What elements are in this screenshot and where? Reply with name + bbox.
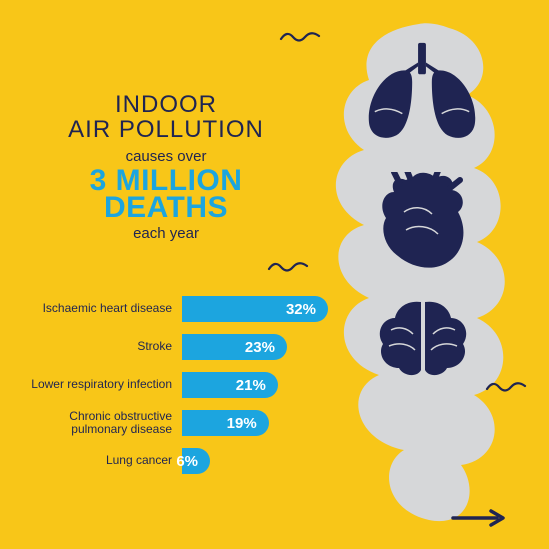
heart-icon bbox=[376, 172, 471, 272]
squiggle-icon bbox=[267, 260, 309, 272]
bar-wrap: 23% bbox=[182, 334, 334, 360]
lungs-icon bbox=[363, 42, 481, 142]
bar: 32% bbox=[182, 296, 328, 322]
chart-label: Stroke bbox=[24, 340, 182, 353]
bar: 6% bbox=[182, 448, 210, 474]
arrow-right-icon bbox=[451, 509, 507, 527]
bar: 19% bbox=[182, 410, 269, 436]
brain-icon bbox=[377, 300, 469, 378]
chart-label: Lower respiratory infection bbox=[24, 378, 182, 391]
big-number: 3 MILLION bbox=[46, 167, 286, 194]
title-line-2: AIR POLLUTION bbox=[46, 117, 286, 142]
chart-row: Stroke23% bbox=[24, 328, 334, 366]
chart-label: Ischaemic heart disease bbox=[24, 302, 182, 315]
tail-text: each year bbox=[46, 225, 286, 242]
bar-wrap: 19% bbox=[182, 410, 334, 436]
chart-row: Lung cancer6% bbox=[24, 442, 334, 480]
cause-bar-chart: Ischaemic heart disease32%Stroke23%Lower… bbox=[24, 290, 334, 480]
heading-block: INDOOR AIR POLLUTION causes over 3 MILLI… bbox=[46, 92, 286, 242]
chart-row: Chronic obstructive pulmonary disease19% bbox=[24, 404, 334, 442]
chart-label: Lung cancer bbox=[24, 454, 182, 467]
squiggle-icon bbox=[279, 30, 321, 42]
big-deaths: DEATHS bbox=[46, 194, 286, 221]
bar-wrap: 21% bbox=[182, 372, 334, 398]
bar-wrap: 32% bbox=[182, 296, 334, 322]
chart-row: Lower respiratory infection21% bbox=[24, 366, 334, 404]
chart-row: Ischaemic heart disease32% bbox=[24, 290, 334, 328]
title-line-1: INDOOR bbox=[46, 92, 286, 117]
bar-wrap: 6% bbox=[182, 448, 334, 474]
subtitle: causes over bbox=[46, 148, 286, 165]
infographic-canvas: INDOOR AIR POLLUTION causes over 3 MILLI… bbox=[0, 0, 549, 549]
squiggle-icon bbox=[485, 380, 527, 392]
chart-label: Chronic obstructive pulmonary disease bbox=[24, 410, 182, 436]
bar: 21% bbox=[182, 372, 278, 398]
bar: 23% bbox=[182, 334, 287, 360]
